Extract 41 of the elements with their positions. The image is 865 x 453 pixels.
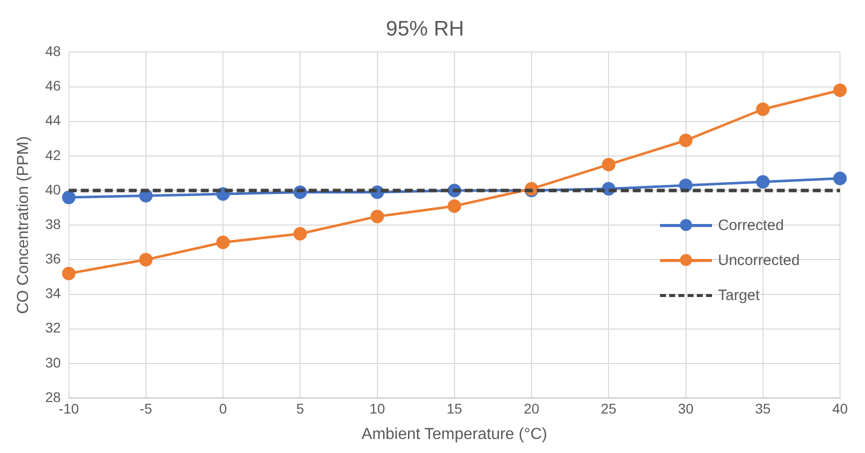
point (62, 266, 76, 280)
x-tick-label: 30 (678, 400, 694, 416)
legend-label: Target (718, 286, 760, 304)
point (756, 102, 770, 116)
y-tick-label: 46 (45, 78, 61, 94)
legend-label: Uncorrected (718, 252, 800, 269)
x-tick-label: 5 (296, 400, 304, 416)
y-tick-label: 40 (45, 181, 61, 198)
point (679, 134, 693, 148)
y-tick-label: 38 (45, 216, 61, 232)
x-axis-title: Ambient Temperature (°C) (362, 426, 548, 443)
x-tick-label: 20 (524, 400, 540, 416)
y-tick-label: 34 (45, 285, 61, 302)
point (448, 199, 462, 213)
x-tick-label: 15 (446, 400, 462, 416)
y-tick-label: 28 (45, 388, 61, 405)
y-tick-label: 42 (45, 146, 61, 163)
chart-title: 95% RH (386, 17, 464, 40)
x-tick-label: 10 (369, 400, 386, 416)
x-tick-label: -10 (58, 400, 80, 416)
point (293, 226, 307, 240)
point (756, 175, 770, 189)
point (370, 210, 384, 224)
y-tick-label: 44 (45, 112, 61, 128)
y-tick-label: 32 (45, 320, 61, 336)
y-tick-label: 30 (45, 354, 61, 370)
x-tick-label: 0 (219, 400, 228, 416)
legend-label: Corrected (718, 216, 784, 234)
point (216, 236, 230, 250)
point (62, 190, 76, 204)
point (833, 83, 847, 97)
point (833, 172, 847, 186)
y-tick-label: 36 (45, 250, 61, 267)
y-tick-label: 48 (45, 43, 61, 60)
x-tick-label: 35 (755, 400, 771, 416)
y-axis-title: CO Concentration (PPM) (15, 136, 32, 314)
point (602, 158, 616, 172)
x-tick-label: -5 (140, 400, 152, 416)
x-tick-label: 25 (600, 400, 617, 416)
x-tick-label: 40 (832, 400, 848, 416)
point (139, 252, 153, 266)
